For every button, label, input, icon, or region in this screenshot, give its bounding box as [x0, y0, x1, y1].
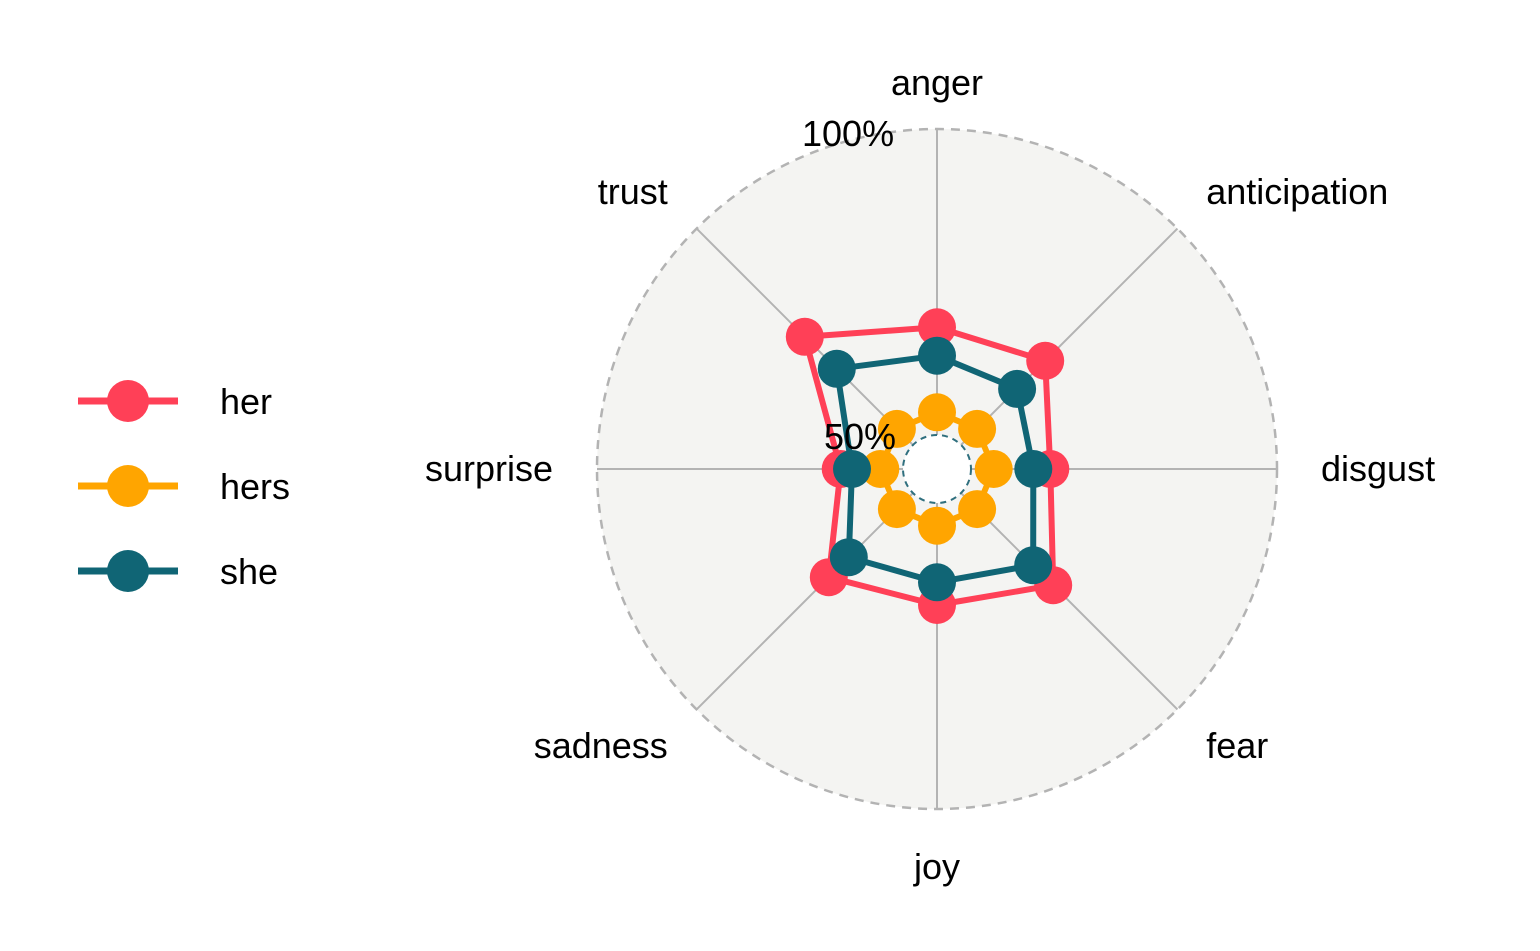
ring-100	[595, 127, 1279, 811]
point-she-fear	[1014, 546, 1053, 585]
point-she-joy	[918, 563, 956, 602]
legend-marker-her	[107, 380, 149, 422]
point-hers-anticipation	[958, 409, 997, 448]
point-hers-trust	[877, 409, 916, 448]
ring-label-0: 50%	[824, 416, 896, 457]
point-hers-fear	[958, 490, 997, 529]
legend: her hers she	[78, 380, 290, 592]
ring-50	[902, 434, 972, 504]
axis-label-disgust: disgust	[1321, 448, 1435, 489]
point-hers-surprise	[861, 450, 900, 488]
legend-item-hers: hers	[78, 465, 290, 507]
legend-item-her: her	[78, 380, 272, 422]
point-she-anger	[918, 336, 956, 375]
point-she-disgust	[1014, 450, 1053, 488]
axis-label-joy: joy	[913, 846, 960, 887]
legend-item-she: she	[78, 550, 278, 592]
axis-label-surprise: surprise	[425, 448, 553, 489]
axis-label-sadness: sadness	[534, 725, 668, 766]
legend-marker-she	[107, 550, 149, 592]
point-her-anger	[918, 308, 956, 347]
point-she-sadness	[829, 538, 868, 577]
point-she-surprise	[833, 450, 871, 488]
axis-label-anticipation: anticipation	[1206, 171, 1388, 212]
ring-label-1: 100%	[802, 113, 894, 154]
point-hers-disgust	[974, 450, 1013, 488]
legend-label-hers: hers	[220, 466, 290, 507]
legend-label-her: her	[220, 381, 272, 422]
point-her-anticipation	[1026, 341, 1065, 380]
series-hers	[861, 393, 1013, 545]
legend-label-she: she	[220, 551, 278, 592]
axis-label-fear: fear	[1206, 725, 1268, 766]
plot-area: 50% 100% anger anticipation disgust fear joy sa…	[425, 62, 1435, 887]
point-hers-joy	[918, 506, 956, 545]
axis-label-anger: anger	[891, 62, 983, 103]
point-she-trust	[817, 349, 856, 388]
series-she	[817, 336, 1053, 602]
legend-marker-hers	[107, 465, 149, 507]
point-she-anticipation	[998, 369, 1037, 408]
point-hers-anger	[918, 393, 956, 432]
axis-label-trust: trust	[598, 171, 668, 212]
point-hers-sadness	[877, 490, 916, 529]
point-her-trust	[785, 317, 824, 356]
